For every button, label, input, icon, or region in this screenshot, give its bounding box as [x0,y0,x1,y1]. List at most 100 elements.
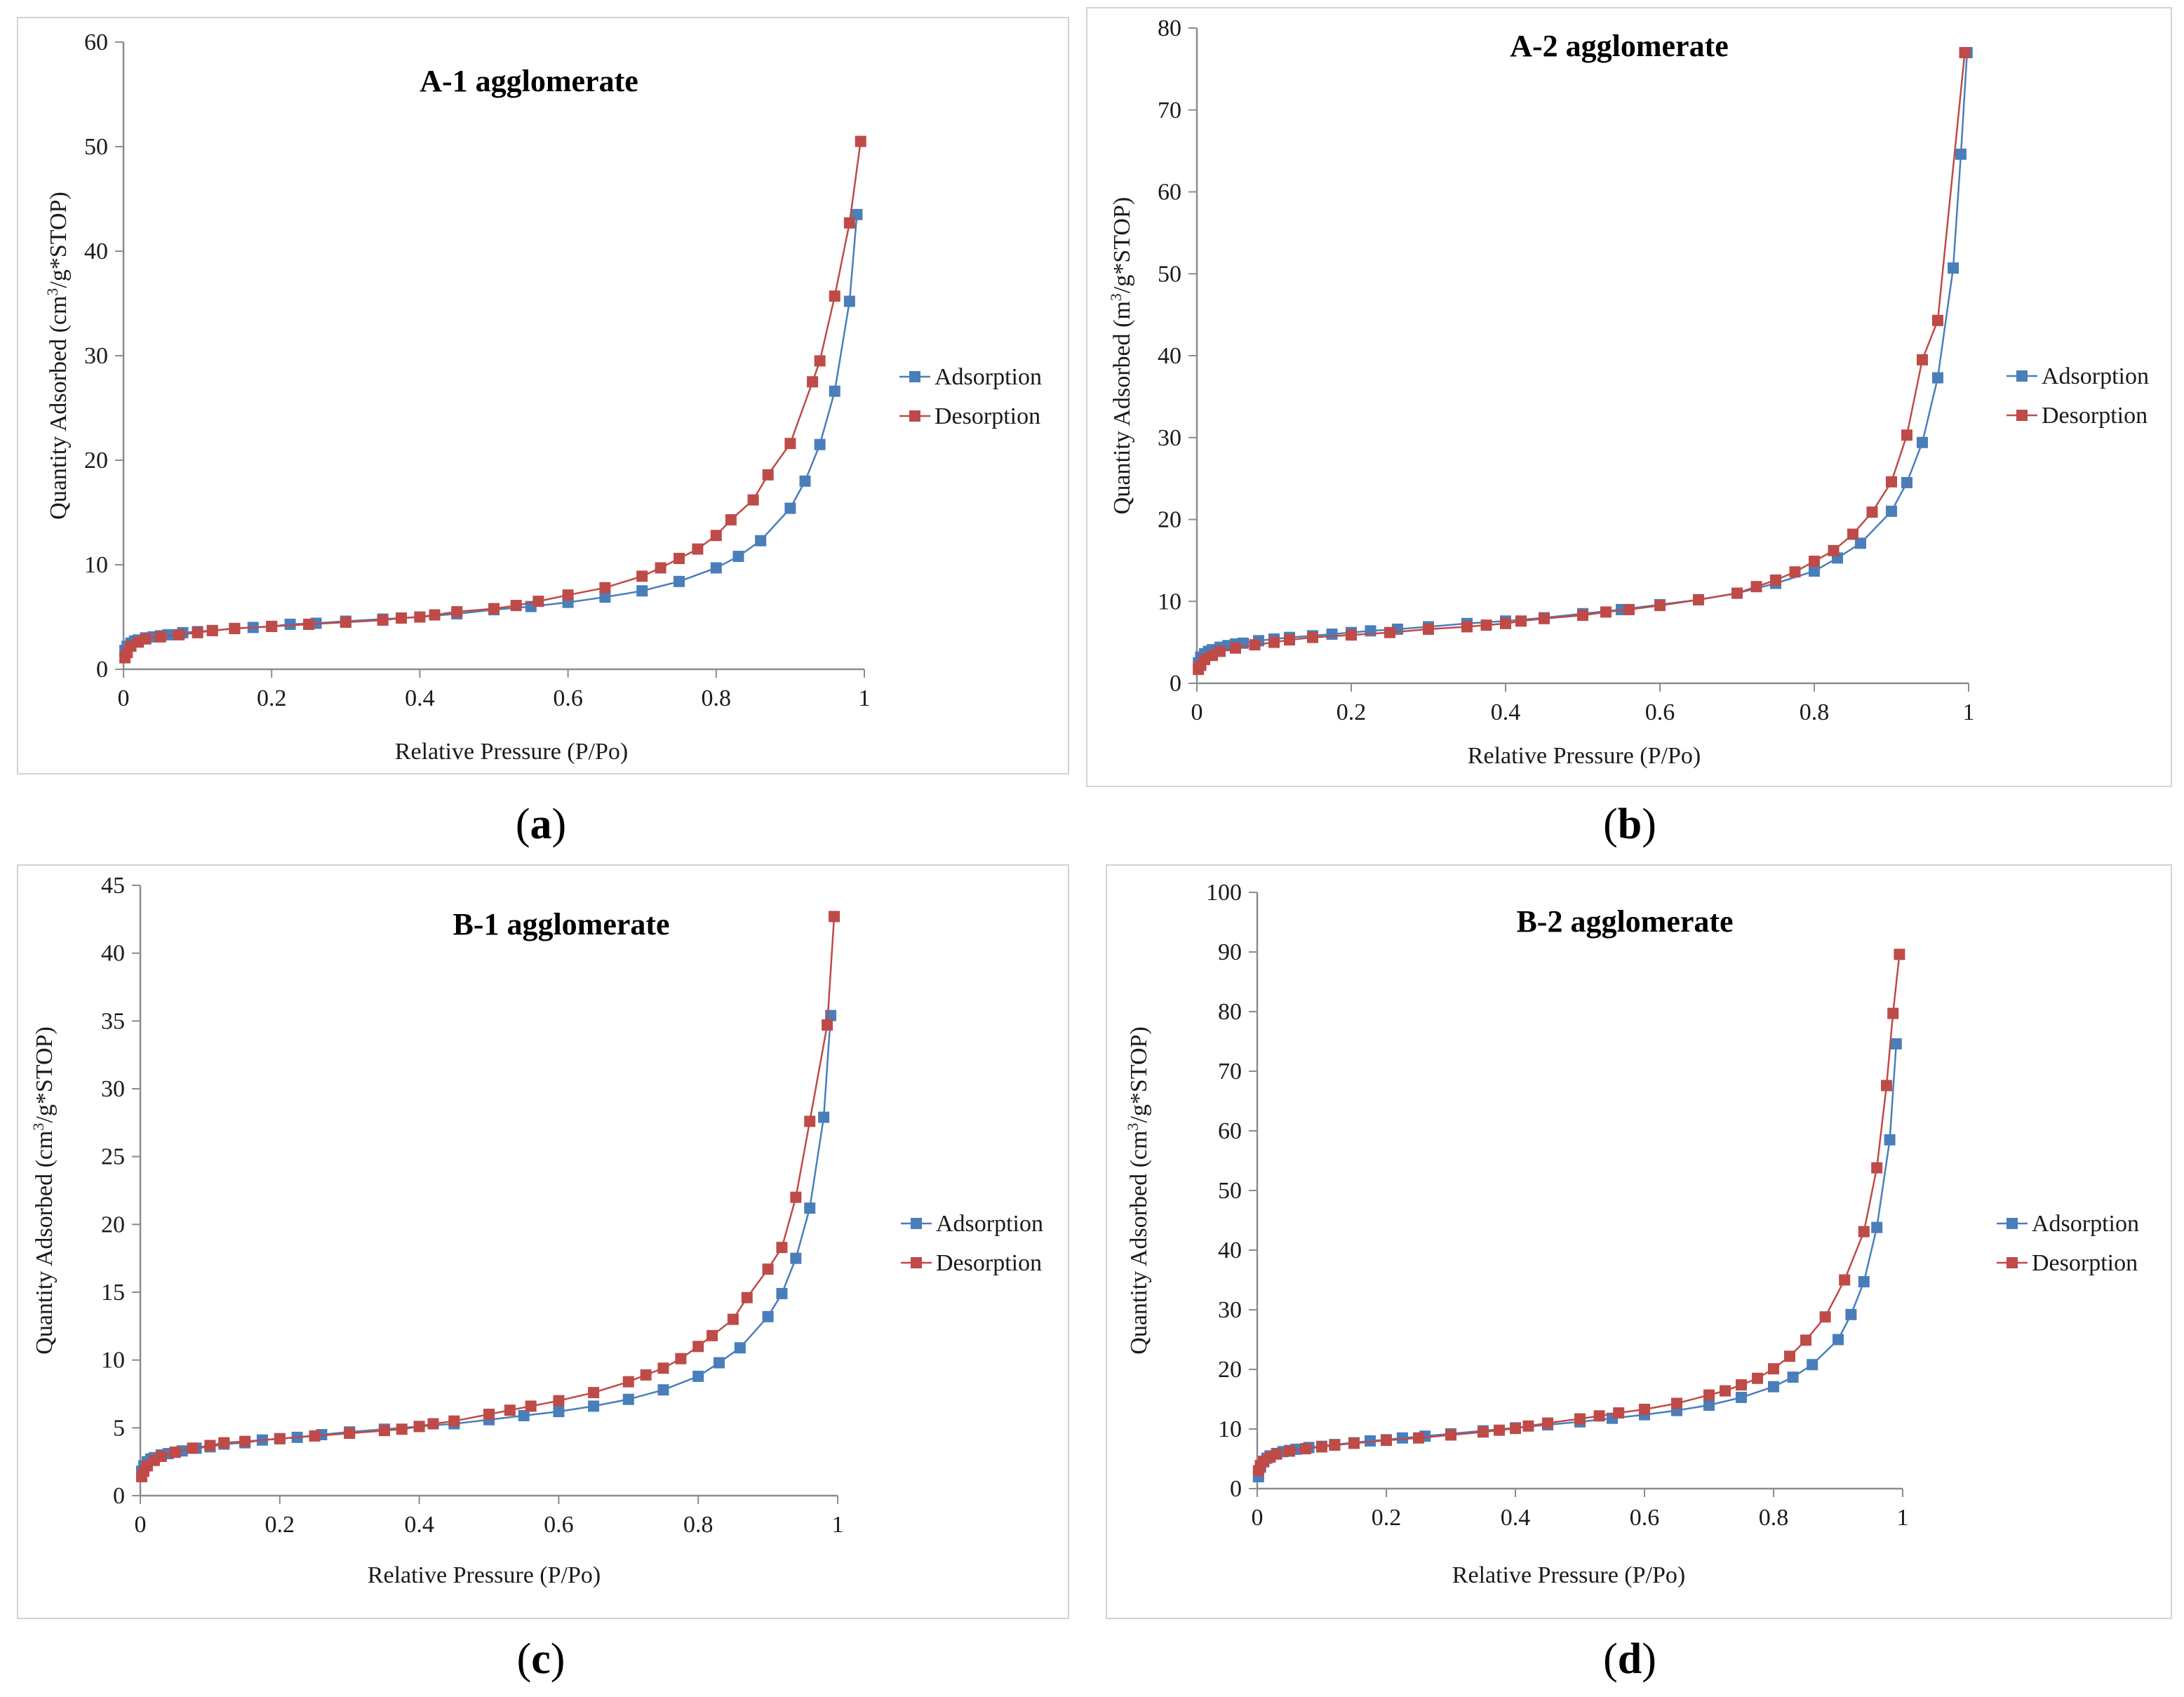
legend-label-desorption: Desorption [936,1250,1042,1276]
desorption-point [1654,600,1666,612]
desorption-point [206,624,218,636]
desorption-point [1847,528,1858,540]
x-tick-label-b: 1 [1963,699,1975,725]
desorption-point [784,438,796,450]
adsorption-point [762,1310,774,1322]
legend-marker-desorption [2007,1257,2018,1268]
desorption-point [1494,1424,1505,1436]
y-axis-title-c: Quantity Adsorbed (cm3/g*STOP) [29,1026,58,1354]
y-tick-label-d: 20 [1218,1357,1242,1383]
caption-b: (b) [1603,800,1656,848]
desorption-point [1639,1403,1650,1415]
y-tick-label-b: 70 [1158,98,1181,123]
x-tick-label-a: 0.4 [405,685,435,711]
y-tick-label-d: 0 [1230,1476,1242,1502]
x-tick-label-b: 0.6 [1645,699,1675,725]
desorption-point [762,469,774,481]
desorption-point [1736,1379,1747,1391]
y-tick-label-c: 15 [101,1280,125,1306]
y-tick-label-b: 10 [1158,589,1181,615]
legend-label-adsorption: Adsorption [2042,363,2149,389]
adsorption-point [1736,1391,1747,1403]
y-tick-label-d: 40 [1218,1237,1242,1263]
adsorption-point [1886,505,1897,517]
x-tick-label-c: 1 [832,1512,844,1538]
desorption-point [396,612,407,624]
adsorption-point [553,1406,565,1418]
y-tick-label-a: 60 [84,29,108,55]
x-axis-title-a: Relative Pressure (P/Po) [395,739,628,765]
desorption-point [414,611,426,623]
y-tick-label-d: 60 [1218,1118,1242,1144]
y-tick-label-c: 45 [101,873,125,899]
desorption-point [640,1369,652,1381]
desorption-point [675,1353,687,1364]
y-tick-label-a: 0 [96,657,108,683]
desorption-point [303,618,314,630]
adsorption-point [776,1287,788,1299]
desorption-point [504,1404,516,1416]
desorption-point [1731,587,1743,599]
desorption-point [692,1341,704,1353]
adsorption-point [636,585,648,597]
desorption-point [1329,1439,1341,1451]
y-tick-label-c: 20 [101,1212,125,1237]
desorption-point [1866,506,1878,518]
y-axis-title-superscript: 3 [29,1123,47,1131]
desorption-point [1703,1389,1715,1401]
adsorption-point [734,1342,746,1354]
y-axis-title-b: Quantity Adsorbed (m3/g*STOP) [1107,197,1135,514]
adsorption-point [843,295,855,307]
adsorption-point [804,1202,816,1214]
desorption-point [1230,642,1241,654]
adsorption-point [1871,1221,1883,1233]
desorption-point [1901,429,1912,441]
desorption-point [1284,634,1295,646]
chart-title-d: B-2 agglomerate [1516,904,1733,939]
adsorption-point [657,1384,669,1396]
desorption-point [588,1387,600,1399]
legend-marker-adsorption [2007,1218,2018,1229]
desorption-point [1887,1007,1899,1019]
adsorption-point [588,1400,600,1412]
chart-panel-b: 0 10 20 30 40 50 60 70 80 0 0.2 0.4 0.6 0.8 1 A-2 agglo… [1086,7,2172,787]
adsorption-point [784,502,796,514]
desorption-point [814,355,826,367]
desorption-point [1959,47,1971,59]
y-axis-title-part: /g*STOP) [32,1026,58,1122]
chart-panel-a: 0 10 20 30 40 50 60 0 0.2 0.4 0.6 0.8 1 A-1 agglomera… [17,17,1069,774]
desorption-point [340,616,351,628]
x-tick-label-c: 0.8 [683,1512,714,1538]
chart-frame-b [1086,7,2172,787]
desorption-point [1770,574,1781,586]
desorption-point [427,1418,439,1430]
desorption-point [1828,544,1840,556]
caption-d: (d) [1603,1635,1656,1683]
desorption-point [1600,606,1612,618]
desorption-point [822,1019,833,1031]
desorption-point [741,1292,753,1303]
y-tick-label-a: 30 [84,343,108,369]
desorption-point [807,376,819,388]
y-tick-label-d: 100 [1206,880,1242,906]
desorption-point [377,614,389,626]
desorption-point [1284,1445,1295,1457]
desorption-point [204,1440,216,1451]
desorption-point [173,629,185,640]
desorption-point [1478,1426,1489,1438]
adsorption-point [674,575,685,587]
desorption-point [1461,621,1473,633]
adsorption-point [1884,1134,1896,1146]
desorption-point [1249,639,1261,651]
x-tick-label-a: 1 [859,685,871,711]
x-tick-label-b: 0.2 [1336,699,1367,725]
adsorption-point [1858,1276,1870,1288]
desorption-point [1346,629,1357,641]
desorption-point [119,652,131,664]
legend-label-desorption: Desorption [2032,1250,2138,1276]
adsorption-point [1917,436,1928,448]
adsorption-point [518,1409,530,1421]
desorption-point [1839,1274,1851,1286]
adsorption-point [1901,476,1912,488]
desorption-point [1539,612,1550,624]
